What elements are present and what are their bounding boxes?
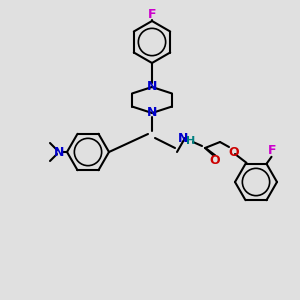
Text: H: H xyxy=(186,136,196,146)
Text: N: N xyxy=(178,133,188,146)
Text: N: N xyxy=(147,106,157,119)
Text: F: F xyxy=(148,8,156,20)
Text: F: F xyxy=(268,144,277,157)
Text: N: N xyxy=(147,80,157,94)
Text: O: O xyxy=(229,146,239,158)
Text: O: O xyxy=(210,154,220,167)
Text: N: N xyxy=(54,146,64,158)
